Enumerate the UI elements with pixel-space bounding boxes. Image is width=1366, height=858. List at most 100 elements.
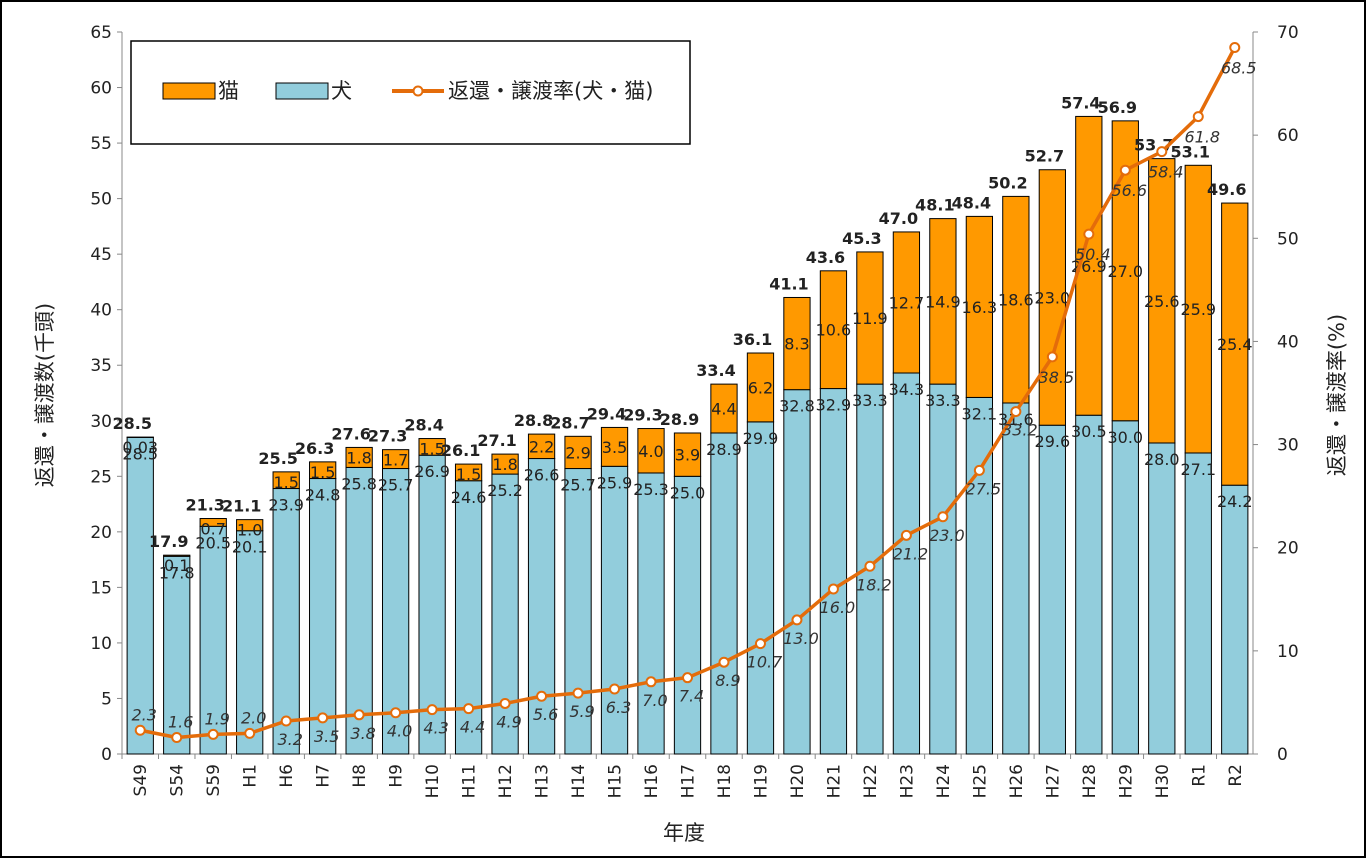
bar-total-label: 57.4: [1061, 93, 1100, 112]
bar-cat: [819, 270, 848, 390]
bar-dog-label: 33.3: [925, 391, 961, 410]
rate-label: 7.0: [642, 691, 667, 710]
bar-dog-label: 28.9: [706, 440, 742, 459]
bar-dog: [236, 530, 264, 755]
rate-point: [1119, 164, 1131, 176]
bar-dog: [637, 472, 665, 755]
x-tick-label: H1: [241, 764, 261, 788]
y2-axis-title: 返還・譲渡率(%): [1325, 314, 1349, 476]
y-tick-label: 25: [90, 467, 112, 487]
rate-point: [864, 560, 876, 572]
bar-cat-label: 0.03: [122, 438, 158, 457]
rate-label: 4.0: [387, 722, 412, 741]
rate-point: [353, 709, 365, 721]
x-tick-label: H22: [861, 764, 881, 798]
x-tick-label: H26: [1007, 764, 1027, 798]
bar-total-label: 21.1: [222, 497, 261, 516]
bar-total-label: 26.3: [295, 439, 334, 458]
bar-total-label: 29.4: [587, 404, 626, 423]
bar-dog-label: 29.6: [1035, 432, 1071, 451]
bar-dog: [1038, 424, 1066, 755]
rate-point: [207, 728, 219, 740]
rate-point: [1156, 146, 1168, 158]
bar-total-label: 49.6: [1207, 180, 1246, 199]
bar-dog-label: 24.2: [1217, 492, 1253, 511]
bar-dog-label: 30.0: [1107, 428, 1143, 447]
x-tick-label: H12: [496, 764, 516, 798]
rate-label: 16.0: [820, 598, 856, 617]
bar-dog: [783, 389, 811, 755]
legend-swatch-rate-marker: [412, 85, 424, 97]
y-tick-label: 35: [90, 356, 112, 376]
rate-point: [1010, 406, 1022, 418]
rate-label: 38.5: [1039, 368, 1075, 387]
bar-cat-label: 1.8: [346, 448, 371, 467]
legend-label-cat: 猫: [218, 79, 239, 103]
rate-point: [1083, 228, 1095, 240]
bar-cat-label: 1.5: [419, 440, 444, 459]
bar-dog-label: 25.9: [597, 473, 633, 492]
rate-label: 1.9: [204, 709, 229, 728]
bar-total-label: 41.1: [769, 274, 808, 293]
bar-dog-label: 25.0: [670, 483, 706, 502]
bar-total-label: 50.2: [988, 173, 1027, 192]
bar-total-label: 27.1: [477, 431, 516, 450]
rate-label: 18.2: [856, 575, 892, 594]
bar-cat: [1002, 195, 1030, 404]
rate-label: 13.0: [783, 629, 819, 648]
bar-cat-label: 16.3: [962, 298, 998, 317]
bar-cat-label: 27.0: [1107, 262, 1143, 281]
bar-total-label: 28.7: [550, 413, 589, 432]
bar-cat-label: 1.0: [237, 521, 262, 540]
rate-point: [827, 583, 839, 595]
x-tick-label: H27: [1043, 764, 1063, 798]
bar-dog: [381, 468, 410, 755]
y2-tick-label: 20: [1277, 539, 1299, 559]
bar-dog: [564, 468, 592, 755]
bar-dog-label: 25.7: [378, 476, 414, 495]
y-axis-title: 返還・譲渡数(千頭): [33, 303, 57, 487]
rate-label: 7.4: [679, 687, 704, 706]
bar-total-label: 53.1: [1171, 142, 1210, 161]
rate-point: [499, 697, 511, 709]
bar-dog: [1002, 402, 1030, 755]
rate-label: 8.9: [715, 671, 740, 690]
bar-cat: [600, 426, 629, 467]
x-tick-label: H24: [934, 764, 954, 798]
bar-dog: [673, 475, 702, 755]
bar-cat-label: 8.3: [784, 335, 809, 354]
rate-point: [426, 704, 438, 716]
rate-point: [134, 724, 146, 736]
rate-label: 2.3: [132, 705, 157, 724]
bar-cat-label: 23.0: [1035, 288, 1071, 307]
bar-dog-label: 23.9: [268, 496, 304, 515]
bar-total-label: 27.3: [368, 427, 407, 446]
rate-point: [390, 707, 402, 719]
bar-dog-label: 25.7: [560, 476, 596, 495]
bar-dog-label: 32.9: [816, 396, 852, 415]
bar-total-label: 27.6: [331, 424, 370, 443]
rate-label: 4.9: [496, 712, 521, 731]
bar-total-label: 48.1: [915, 196, 954, 215]
bar-cat-label: 18.6: [998, 291, 1034, 310]
bar-total-label: 45.3: [842, 229, 881, 248]
rate-point: [317, 712, 329, 724]
rate-point: [171, 731, 183, 743]
x-tick-label: H13: [533, 764, 553, 798]
bar-total-label: 56.9: [1098, 98, 1137, 117]
plot-area: 0 5 10 15 20 25 30 35 40 45 50 55 60 65 0 10 20 30 40 50 60 7…: [90, 23, 1298, 798]
bar-total-label: 28.5: [112, 414, 151, 433]
bar-cat-label: 14.9: [925, 292, 961, 311]
bar-dog: [929, 383, 957, 755]
bar-total-label: 43.6: [806, 248, 845, 267]
bar-cat: [564, 435, 592, 470]
bar-total-label: 26.1: [441, 441, 480, 460]
bar-cat: [965, 215, 994, 398]
bar-total-label: 21.3: [185, 496, 224, 515]
bar-dog: [1221, 484, 1249, 755]
legend-label-rate: 返還・譲渡率(犬・猫): [448, 79, 653, 103]
y-tick-label: 65: [90, 23, 112, 43]
rate-label: 68.5: [1221, 58, 1257, 77]
bar-dog: [272, 488, 300, 755]
bar-dog: [1184, 452, 1212, 755]
